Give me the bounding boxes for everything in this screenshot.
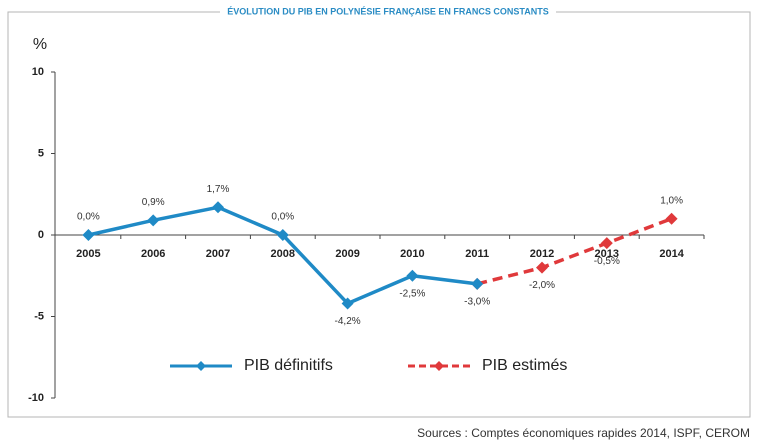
y-unit: % <box>33 36 47 53</box>
title-backdrop <box>220 4 556 20</box>
x-tick-label: 2013 <box>595 248 619 260</box>
value-label: -4,2% <box>335 316 361 327</box>
value-label: 0,0% <box>271 212 294 223</box>
legend-marker <box>434 361 444 371</box>
x-tick-label: 2010 <box>400 248 424 260</box>
data-point <box>82 229 95 241</box>
legend-label: PIB définitifs <box>244 357 333 374</box>
x-tick-label: 2012 <box>530 248 554 260</box>
x-tick-label: 2008 <box>271 248 295 260</box>
x-tick-label: 2007 <box>206 248 230 260</box>
x-tick-label: 2014 <box>659 248 684 260</box>
legend-marker <box>196 361 206 371</box>
value-label: 0,0% <box>77 212 100 223</box>
y-tick-label: 5 <box>38 147 44 159</box>
data-point <box>600 237 613 250</box>
value-label: 1,7% <box>207 184 230 195</box>
value-label: -3,0% <box>464 297 490 308</box>
data-point <box>147 214 160 227</box>
x-tick-label: 2011 <box>465 248 489 260</box>
y-tick-label: -10 <box>28 392 44 404</box>
source: Sources : Comptes économiques rapides 20… <box>417 426 750 440</box>
value-label: 0,9% <box>142 197 165 208</box>
series-line <box>476 217 673 286</box>
data-point <box>276 229 289 241</box>
value-label: -2,0% <box>529 280 555 291</box>
value-label: -0,5% <box>594 256 620 267</box>
x-tick-label: 2009 <box>335 248 359 260</box>
data-point <box>536 261 548 274</box>
x-tick-label: 2005 <box>76 248 100 260</box>
chart-title: ÉVOLUTION DU PIB EN POLYNÉSIE FRANÇAISE … <box>227 6 549 16</box>
value-label: 1,0% <box>660 195 683 206</box>
frame <box>7 11 751 418</box>
value-label: -2,5% <box>399 288 425 299</box>
x-tick-label: 2006 <box>141 248 165 260</box>
y-tick-label: -5 <box>34 310 44 322</box>
data-point <box>212 201 224 214</box>
data-point <box>406 269 419 282</box>
data-point <box>341 297 354 310</box>
data-point <box>471 277 484 290</box>
y-tick-label: 0 <box>38 229 44 241</box>
data-point <box>665 212 678 225</box>
y-tick-label: 10 <box>32 66 44 78</box>
legend-label: PIB estimés <box>482 357 567 374</box>
